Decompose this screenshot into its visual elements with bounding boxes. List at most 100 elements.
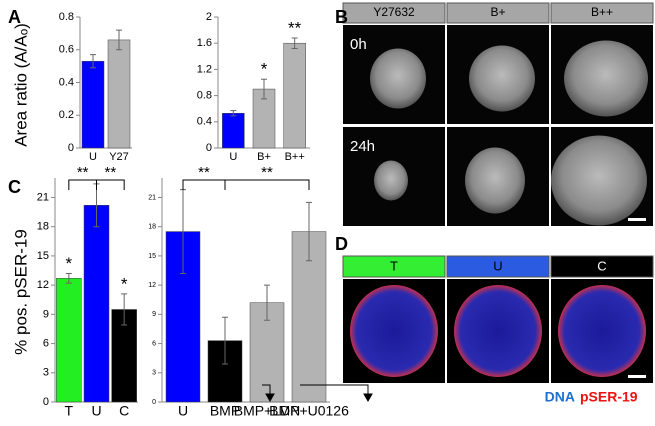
bracket-label: ** bbox=[261, 164, 273, 181]
y-tick-label: 0.4 bbox=[197, 116, 212, 128]
error-bar bbox=[261, 78, 267, 100]
column-header-label: B++ bbox=[591, 5, 613, 19]
column-header bbox=[342, 255, 446, 278]
charts: 0 0.2 0.4 0.6 0.8 Area ratio (A/Aₒ) U Y27 0 0.4 0.… bbox=[11, 11, 349, 419]
legend-pser: pSER-19 bbox=[580, 389, 638, 405]
bar bbox=[107, 39, 131, 149]
error-bar bbox=[264, 284, 270, 321]
error-bar bbox=[306, 201, 312, 262]
column-header-label: U bbox=[493, 258, 502, 273]
column-header bbox=[550, 255, 654, 278]
error-bar bbox=[65, 272, 72, 284]
organoid bbox=[551, 135, 647, 226]
bracket bbox=[68, 179, 97, 190]
bracket-label: ** bbox=[104, 164, 116, 181]
category-label: U bbox=[89, 151, 97, 163]
error-bar bbox=[291, 37, 298, 49]
bar bbox=[222, 113, 245, 149]
significance: * bbox=[66, 254, 73, 273]
y-tick-label: 3 bbox=[43, 367, 49, 379]
bracket bbox=[224, 179, 310, 190]
y-tick-label: 9 bbox=[152, 311, 156, 318]
significance: * bbox=[121, 274, 128, 293]
y-tick-label: 0.4 bbox=[59, 76, 74, 88]
column-header-label: C bbox=[597, 258, 606, 273]
column-header-label: Y27632 bbox=[373, 5, 415, 19]
category-label: U bbox=[91, 403, 101, 419]
y-tick-label: 0 bbox=[206, 142, 212, 154]
y-axis-label: Area ratio (A/Aₒ) bbox=[11, 23, 30, 147]
panel-label: B bbox=[335, 7, 348, 27]
category-label: Y27 bbox=[109, 151, 129, 163]
y-tick-label: 6 bbox=[152, 340, 156, 347]
organoid bbox=[454, 285, 542, 377]
panel-label: A bbox=[8, 7, 21, 27]
significance: ** bbox=[288, 18, 302, 37]
bracket bbox=[182, 179, 226, 190]
y-tick-label: 0.2 bbox=[59, 109, 74, 121]
error-bar bbox=[90, 54, 96, 69]
y-tick-label: 15 bbox=[37, 250, 49, 262]
column-header-label: B+ bbox=[490, 5, 505, 19]
y-tick-label: 2 bbox=[206, 11, 212, 23]
y-tick-label: 12 bbox=[37, 279, 49, 291]
y-tick-label: 0.6 bbox=[59, 44, 74, 56]
organoid bbox=[350, 285, 438, 377]
y-tick-label: 21 bbox=[37, 191, 49, 203]
category-label: U bbox=[229, 151, 237, 163]
panel-b: Y27632 B+ B++ 0h 24h bbox=[342, 2, 654, 226]
category-label: T bbox=[65, 403, 74, 419]
organoid bbox=[370, 48, 426, 109]
y-tick-label: 18 bbox=[148, 224, 156, 231]
error-bar bbox=[222, 316, 228, 365]
organoid bbox=[374, 160, 408, 201]
legend-dna: DNA bbox=[545, 389, 575, 405]
error-bar bbox=[230, 110, 237, 117]
column-header-label: T bbox=[390, 258, 398, 273]
panel-d: T U C DNA pSER-19 bbox=[342, 255, 654, 405]
bar bbox=[56, 278, 82, 403]
organoid bbox=[465, 147, 525, 214]
bar bbox=[83, 205, 110, 403]
column-header bbox=[446, 255, 550, 278]
significance: * bbox=[261, 60, 268, 79]
y-tick-label: 0.8 bbox=[197, 90, 212, 102]
category-label: BMP+LDN bbox=[234, 403, 301, 419]
y-tick-label: 1.6 bbox=[197, 37, 212, 49]
y-tick-label: 0 bbox=[68, 142, 74, 154]
organoid bbox=[564, 40, 648, 117]
y-tick-label: 1.2 bbox=[197, 63, 212, 75]
row-label: 24h bbox=[350, 138, 375, 155]
category-label: B++ bbox=[285, 151, 305, 163]
bracket-label: ** bbox=[77, 164, 89, 181]
y-tick-label: 0 bbox=[43, 396, 49, 408]
category-label: BMP+U0126 bbox=[269, 403, 349, 419]
y-tick-label: 6 bbox=[43, 337, 49, 349]
bracket-label: ** bbox=[198, 164, 210, 181]
bar bbox=[81, 60, 105, 149]
category-label: B+ bbox=[257, 151, 271, 163]
category-label: BMP bbox=[210, 403, 240, 419]
column-header bbox=[342, 2, 446, 24]
category-label: C bbox=[119, 403, 129, 419]
y-tick-label: 12 bbox=[148, 282, 156, 289]
y-tick-label: 0.8 bbox=[59, 11, 74, 23]
organoid bbox=[558, 285, 646, 377]
organoid bbox=[469, 45, 535, 112]
y-tick-label: 15 bbox=[148, 253, 156, 260]
arrows bbox=[262, 384, 373, 403]
scale-bar bbox=[628, 375, 646, 378]
column-header bbox=[446, 2, 550, 24]
y-tick-label: 21 bbox=[148, 194, 156, 201]
y-tick-label: 0 bbox=[152, 399, 156, 406]
bracket bbox=[96, 179, 125, 190]
row-label: 0h bbox=[350, 36, 367, 53]
y-tick-label: 18 bbox=[37, 221, 49, 233]
column-header bbox=[550, 2, 654, 24]
panel-label: C bbox=[8, 177, 21, 197]
error-bar bbox=[116, 29, 122, 51]
y-tick-label: 9 bbox=[43, 308, 49, 320]
error-bar bbox=[121, 293, 128, 326]
y-tick-label: 3 bbox=[152, 370, 156, 377]
